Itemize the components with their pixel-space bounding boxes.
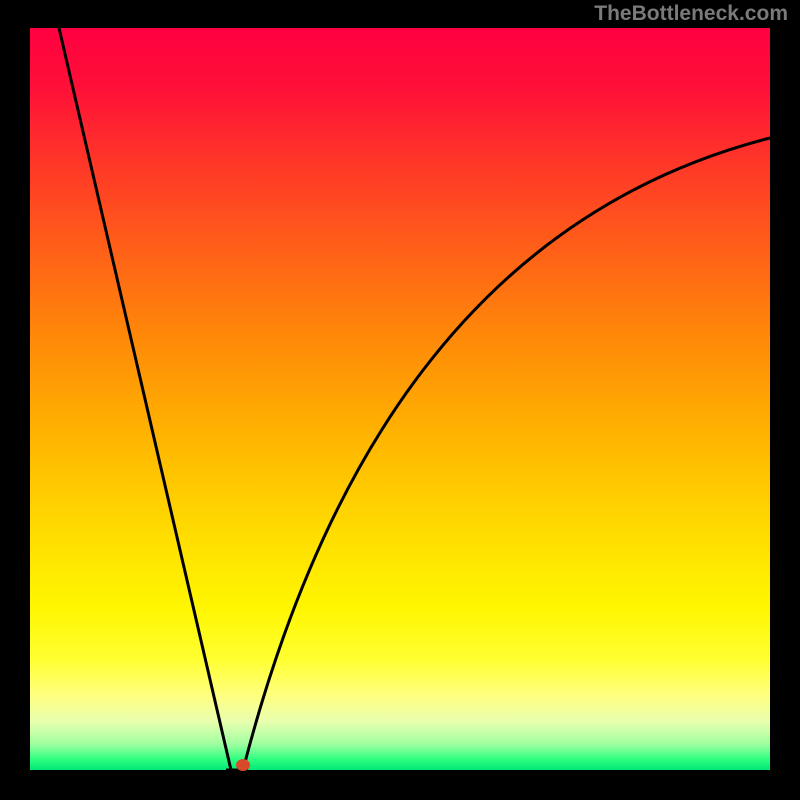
chart-svg	[0, 0, 800, 800]
watermark-text: TheBottleneck.com	[594, 2, 788, 26]
chart-container: TheBottleneck.com	[0, 0, 800, 800]
plot-background	[30, 28, 770, 770]
marker-dot	[236, 759, 250, 771]
